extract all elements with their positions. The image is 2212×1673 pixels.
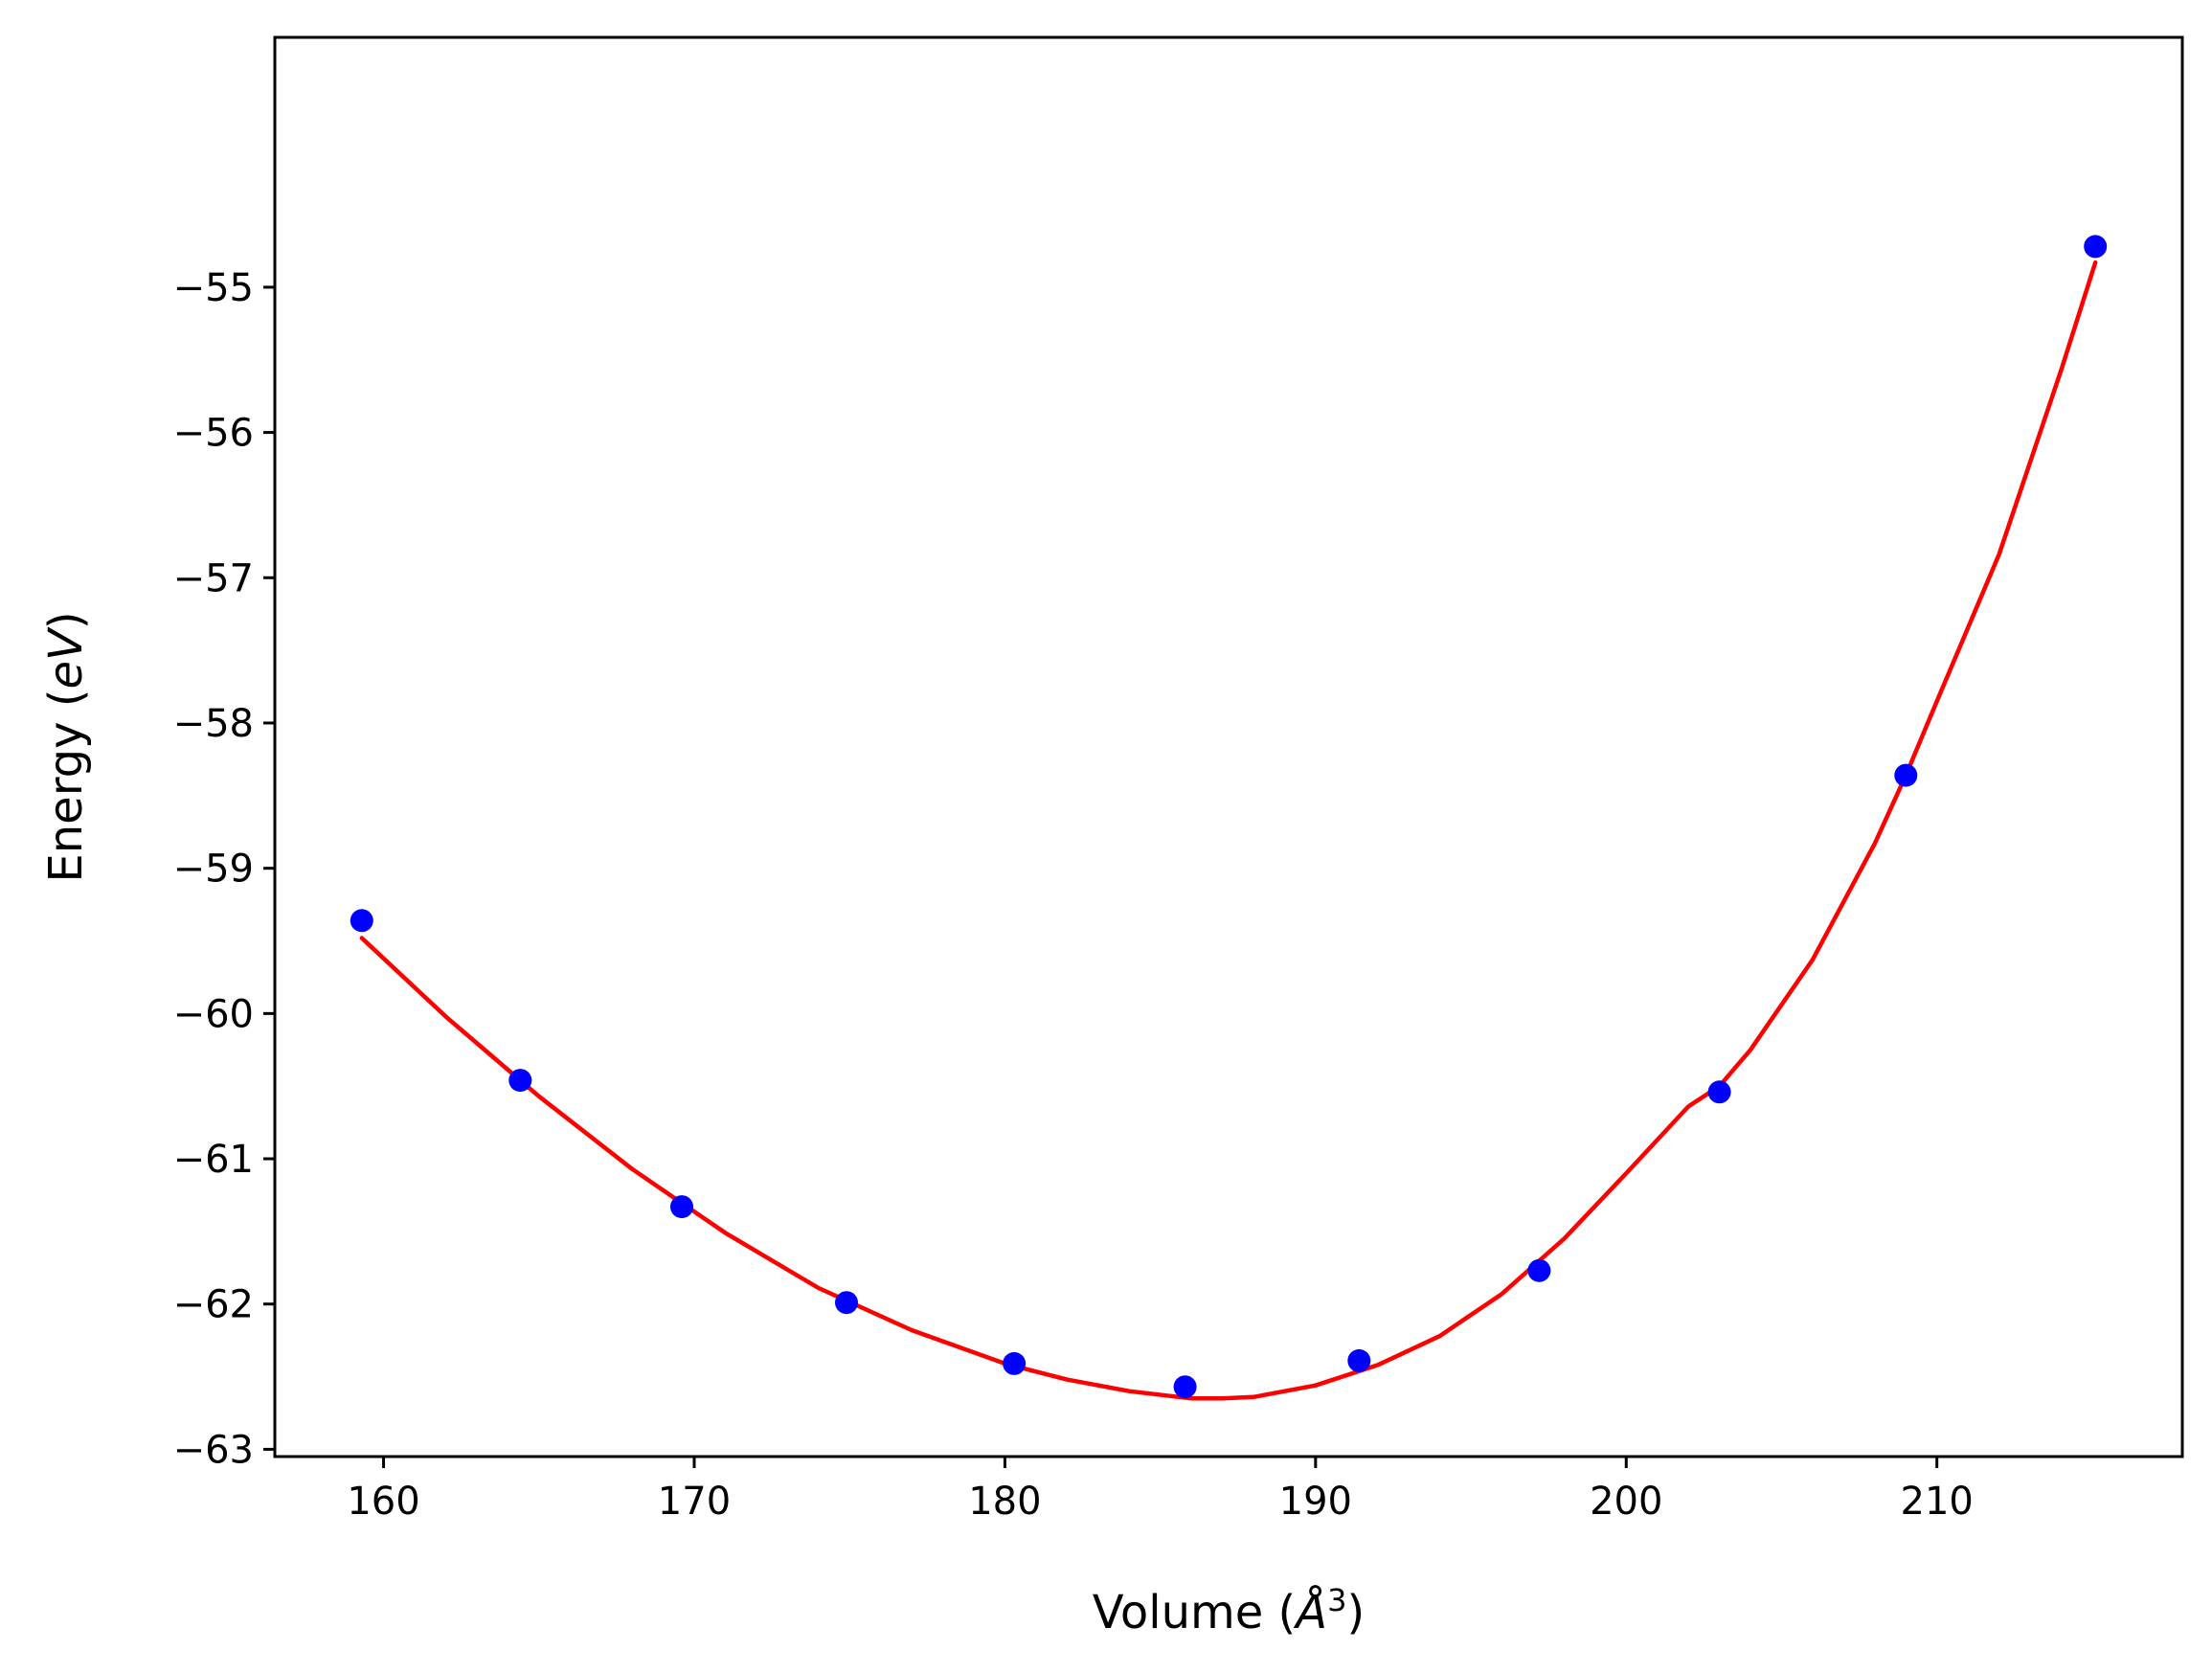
data-point (1894, 763, 1918, 787)
y-tick-label: −63 (173, 1428, 254, 1472)
y-tick-label: −62 (173, 1283, 254, 1327)
x-tick-label: 180 (968, 1480, 1041, 1524)
data-point (1173, 1375, 1197, 1399)
y-tick-label: −57 (173, 556, 254, 600)
x-tick-label: 200 (1590, 1480, 1662, 1524)
data-point (670, 1195, 693, 1219)
x-tick-label: 170 (658, 1480, 731, 1524)
x-tick-label: 160 (347, 1480, 419, 1524)
plot-content (350, 235, 2108, 1401)
x-tick-label: 210 (1901, 1480, 1974, 1524)
plot-frame (273, 35, 2184, 1458)
data-point (1347, 1348, 1371, 1372)
x-axis: 160 170 180 190 200 210 (347, 1457, 1974, 1524)
data-point (1527, 1258, 1551, 1282)
data-point (350, 909, 373, 933)
y-tick-label: −60 (173, 992, 254, 1036)
y-axis: −63 −62 −61 −60 −59 −58 −57 −56 −55 (173, 266, 275, 1472)
y-tick-label: −56 (173, 412, 254, 456)
data-point (508, 1069, 532, 1093)
data-point (1707, 1080, 1731, 1104)
data-point (835, 1291, 858, 1315)
data-point (2084, 235, 2108, 259)
y-tick-label: −55 (173, 266, 254, 310)
x-axis-label: Volume (Å3) (1093, 1582, 1365, 1639)
y-tick-label: −59 (173, 848, 254, 892)
fit-curve (359, 260, 2098, 1401)
y-tick-label: −58 (173, 702, 254, 746)
y-tick-label: −61 (173, 1138, 254, 1182)
y-axis-label: Energy (eV) (39, 611, 93, 882)
data-point (1003, 1351, 1027, 1375)
x-tick-label: 190 (1279, 1480, 1352, 1524)
